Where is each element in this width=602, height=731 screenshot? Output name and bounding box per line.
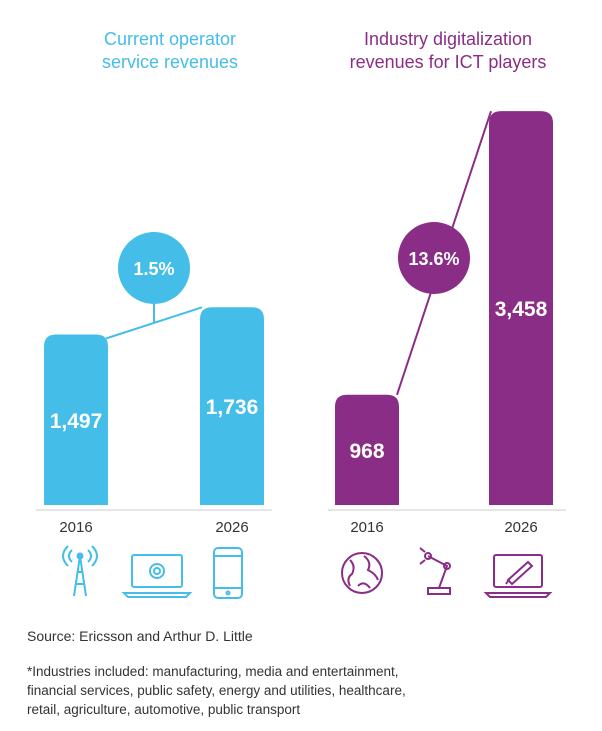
left-bar-2016 xyxy=(44,334,108,505)
right-bar-2016 xyxy=(335,394,399,505)
right-bar-value-label-2016: 968 xyxy=(349,440,384,463)
footnote: *Industries included: manufacturing, med… xyxy=(27,662,587,719)
right-chart-title-line-2: revenues for ICT players xyxy=(349,52,547,72)
cell-tower-icon xyxy=(62,545,98,597)
left-growth-label: 1.5% xyxy=(133,259,174,279)
left-chart-title: Current operator service revenues xyxy=(40,28,300,74)
robot-arm-icon xyxy=(419,547,451,595)
footnote-line-3: retail, agriculture, automotive, public … xyxy=(27,702,301,717)
right-bar-value-label-2026: 3,458 xyxy=(495,298,548,321)
right-chart-title-line-1: Industry digitalization xyxy=(363,29,533,49)
laptop-email-icon xyxy=(121,554,193,598)
footnote-line-1: *Industries included: manufacturing, med… xyxy=(27,664,399,679)
left-category-label-2026: 2026 xyxy=(215,519,248,536)
left-chart-title-line-2: service revenues xyxy=(101,52,239,72)
right-chart-title: Industry digitalization revenues for ICT… xyxy=(318,28,578,74)
left-chart-title-line-1: Current operator xyxy=(103,29,237,49)
source-note: Source: Ericsson and Arthur D. Little xyxy=(27,628,253,644)
left-growth-bubble xyxy=(118,232,190,304)
right-growth-bubble xyxy=(398,222,470,294)
left-bar-value-label-2016: 1,497 xyxy=(50,410,103,433)
right-category-label-2026: 2026 xyxy=(504,519,537,536)
globe-icon xyxy=(341,552,383,594)
smartphone-icon xyxy=(213,547,243,599)
left-bar-2026 xyxy=(200,307,264,505)
right-category-label-2016: 2016 xyxy=(350,519,383,536)
left-bar-value-label-2026: 1,736 xyxy=(206,396,259,419)
footnote-line-2: financial services, public safety, energ… xyxy=(27,683,406,698)
left-category-label-2016: 2016 xyxy=(59,519,92,536)
right-bar-2026 xyxy=(489,111,553,505)
laptop-pen-icon xyxy=(483,554,553,598)
right-growth-label: 13.6% xyxy=(408,249,459,269)
